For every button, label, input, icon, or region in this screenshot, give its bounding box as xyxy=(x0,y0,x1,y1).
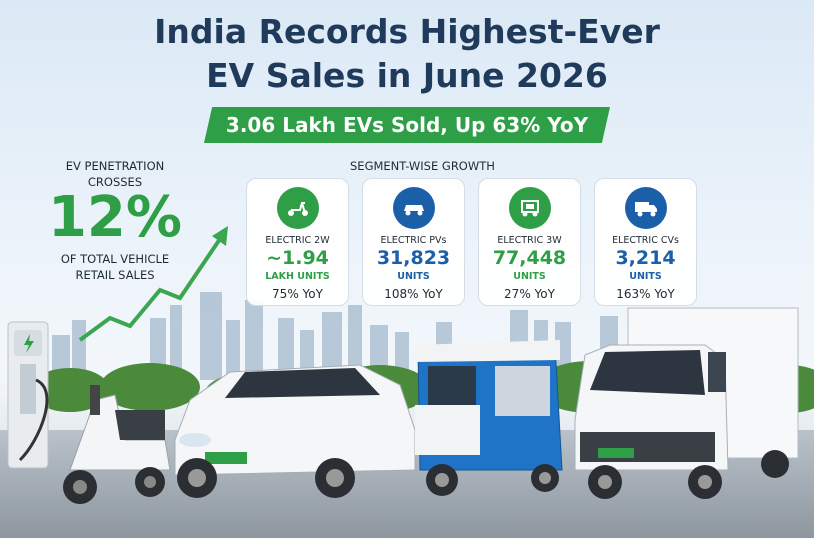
segment-yoy: 108% YoY xyxy=(384,287,443,301)
segment-card-pv: ELECTRIC PVs 31,823 UNITS 108% YoY xyxy=(362,178,465,306)
car-icon xyxy=(393,187,435,229)
segment-yoy: 75% YoY xyxy=(272,287,323,301)
segment-card-2w: ELECTRIC 2W ~1.94 LAKH UNITS 75% YoY xyxy=(246,178,349,306)
scooter-icon xyxy=(277,187,319,229)
segment-value: ~1.94 xyxy=(266,247,329,269)
growth-arrow-line xyxy=(78,234,224,342)
growth-arrow-head xyxy=(212,226,228,246)
truck-icon xyxy=(625,187,667,229)
segment-unit: LAKH UNITS xyxy=(265,271,330,282)
segment-name: ELECTRIC PVs xyxy=(380,235,447,246)
headline-line-2: EV Sales in June 2026 xyxy=(206,56,608,95)
penetration-caption-bottom: OF TOTAL VEHICLE RETAIL SALES xyxy=(60,252,170,282)
segment-unit: UNITS xyxy=(629,271,662,282)
segment-card-cv: ELECTRIC CVs 3,214 UNITS 163% YoY xyxy=(594,178,697,306)
segment-yoy: 163% YoY xyxy=(616,287,675,301)
segment-card-3w: ELECTRIC 3W 77,448 UNITS 27% YoY xyxy=(478,178,581,306)
segment-value: 77,448 xyxy=(492,247,567,269)
rickshaw-illustration xyxy=(415,340,563,496)
segment-name: ELECTRIC CVs xyxy=(612,235,679,246)
segment-unit: UNITS xyxy=(513,271,546,282)
car-illustration xyxy=(174,364,416,498)
rickshaw-icon xyxy=(509,187,551,229)
segment-name: ELECTRIC 3W xyxy=(497,235,562,246)
segment-name: ELECTRIC 2W xyxy=(265,235,330,246)
segment-yoy: 27% YoY xyxy=(504,287,555,301)
truck-illustration xyxy=(574,307,799,499)
penetration-caption-top: EV PENETRATION CROSSES xyxy=(65,159,165,189)
sales-banner: 3.06 Lakh EVs Sold, Up 63% YoY xyxy=(204,107,610,143)
headline-line-1: India Records Highest-Ever xyxy=(154,12,660,51)
charging-station-icon xyxy=(7,321,49,469)
segment-value: 31,823 xyxy=(376,247,451,269)
segment-title: SEGMENT-WISE GROWTH xyxy=(350,159,495,173)
segment-value: 3,214 xyxy=(615,247,676,269)
segment-unit: UNITS xyxy=(397,271,430,282)
penetration-value: 12% xyxy=(47,185,183,250)
scooter-illustration xyxy=(63,385,171,504)
